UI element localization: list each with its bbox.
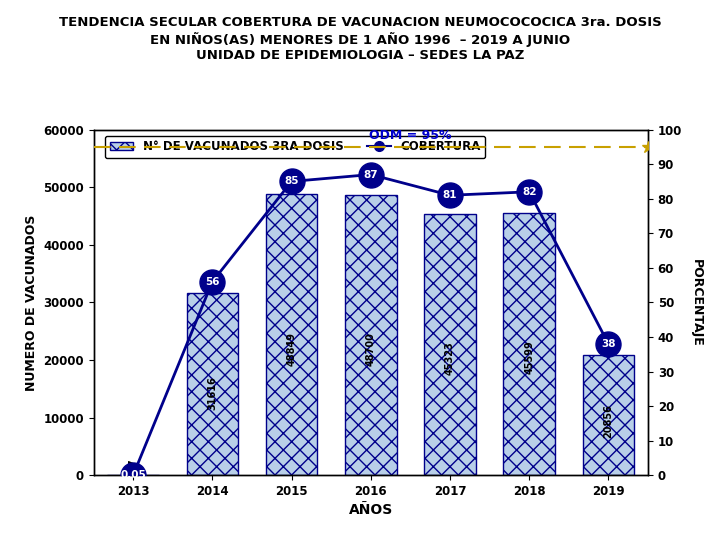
Y-axis label: PORCENTAJE: PORCENTAJE [690, 259, 703, 346]
Bar [266, 194, 318, 475]
Bar [424, 214, 476, 475]
Text: ODM = 95%: ODM = 95% [369, 129, 451, 141]
Text: 45599: 45599 [524, 340, 534, 374]
X-axis label: AÑOS: AÑOS [348, 503, 393, 517]
Text: 56: 56 [205, 276, 220, 287]
Text: 31616: 31616 [207, 376, 217, 410]
Text: 48700: 48700 [366, 332, 376, 366]
Text: TENDENCIA SECULAR COBERTURA DE VACUNACION NEUMOCOCOCICA 3ra. DOSIS
EN NIÑOS(AS) : TENDENCIA SECULAR COBERTURA DE VACUNACIO… [58, 16, 662, 62]
Bar [503, 213, 555, 475]
Text: 45323: 45323 [445, 341, 455, 375]
Bar [186, 293, 238, 475]
Text: 81: 81 [443, 190, 457, 200]
Legend: N° DE VACUNADOS 3RA DOSIS, COBERTURA: N° DE VACUNADOS 3RA DOSIS, COBERTURA [105, 136, 485, 158]
Text: 87: 87 [128, 459, 138, 472]
Bar [345, 195, 397, 475]
Text: 0.05: 0.05 [120, 470, 146, 480]
Text: 85: 85 [284, 177, 299, 186]
Text: 87: 87 [364, 170, 378, 179]
Text: 38: 38 [601, 339, 616, 349]
Y-axis label: NUMERO DE VACUNADOS: NUMERO DE VACUNADOS [24, 214, 37, 390]
Text: 82: 82 [522, 187, 536, 197]
Text: 48849: 48849 [287, 332, 297, 366]
Bar [582, 355, 634, 475]
Text: 20856: 20856 [603, 404, 613, 438]
